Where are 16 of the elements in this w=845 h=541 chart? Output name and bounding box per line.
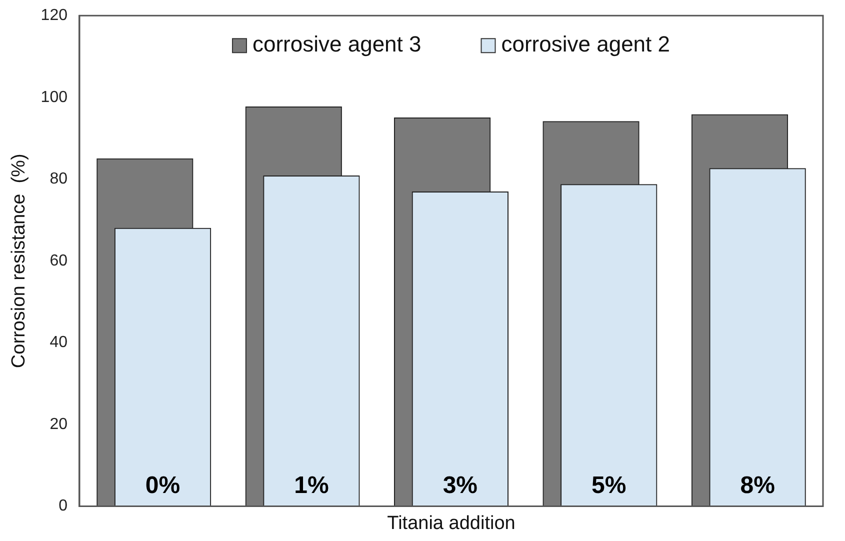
x-tick-label: 5% (592, 472, 626, 499)
x-axis-title: Titania addition (387, 512, 516, 534)
y-axis-title: Corrosion resistance (%) (8, 154, 30, 368)
y-tick-label: 20 (50, 416, 68, 433)
x-tick-label: 3% (442, 472, 478, 499)
x-tick-label: 1% (294, 472, 329, 499)
y-tick-label: 60 (50, 252, 68, 270)
y-tick-label: 100 (40, 88, 68, 106)
y-tick-label: 40 (50, 334, 68, 352)
legend-label: corrosive agent 2 (501, 32, 670, 57)
y-tick-label: 80 (50, 170, 68, 188)
x-tick-label: 0% (145, 472, 180, 499)
x-tick-label: 8% (740, 472, 775, 499)
y-tick-label: 0 (58, 498, 68, 515)
legend-label: corrosive agent 3 (252, 32, 422, 57)
y-tick-label: 120 (40, 7, 68, 24)
